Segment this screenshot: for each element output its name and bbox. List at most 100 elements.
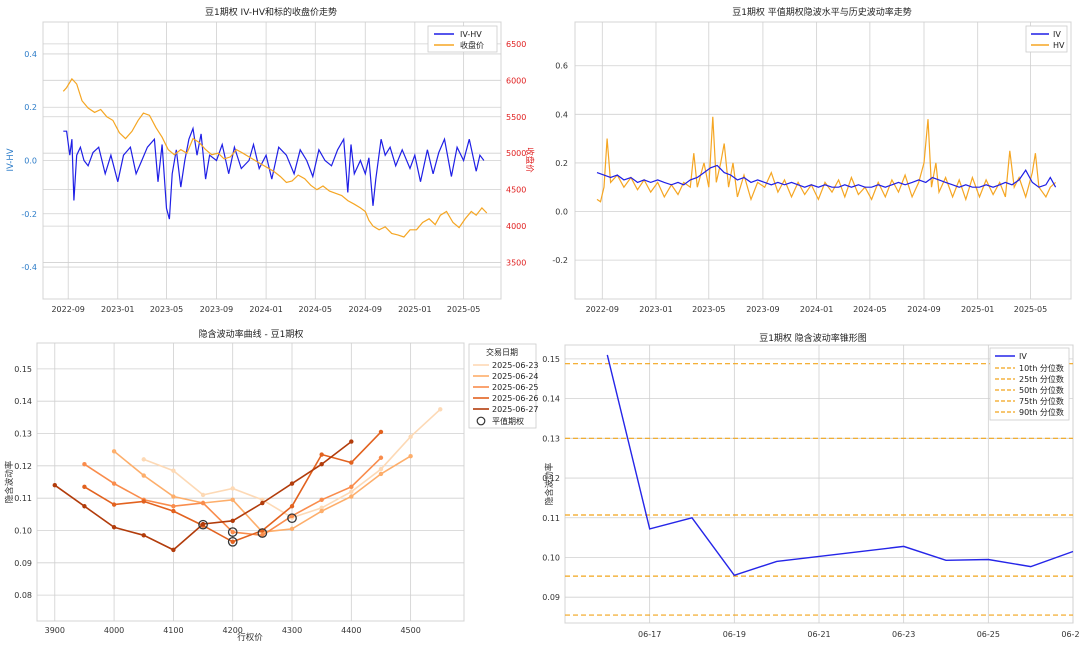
y-tick-label-right: 4500: [506, 186, 526, 195]
x-tick-label: 4500: [400, 626, 420, 635]
smile-point: [200, 500, 206, 506]
legend-label: 75th 分位数: [1019, 396, 1064, 406]
y-axis-label-right: 收盘价: [524, 147, 535, 173]
smile-point: [319, 462, 324, 467]
legend-label: HV: [1053, 41, 1065, 50]
smile-point: [200, 521, 206, 527]
series-line-iv-hv: [63, 126, 485, 220]
y-tick-label: 0.0: [555, 208, 568, 217]
legend-label: 2025-06-24: [492, 372, 539, 381]
smile-point: [289, 526, 295, 532]
smile-point: [438, 407, 443, 412]
smile-point: [378, 455, 384, 460]
y-tick-label: 0.15: [14, 365, 32, 374]
y-tick-label-left: 0.2: [24, 103, 37, 112]
smile-point: [230, 539, 235, 545]
iv-hv-close-price-chart: 豆1期权 IV-HV和标的收盘价走势 2022-09 2023-01 2023-05…: [6, 6, 535, 314]
smile-point: [260, 500, 265, 506]
y-axis-label: 隐含波动率: [544, 462, 555, 505]
smile-point: [349, 494, 354, 499]
x-tick-label: 2023-09: [200, 305, 233, 314]
smile-point: [141, 473, 146, 478]
smile-point: [230, 529, 235, 535]
legend-box: [1025, 25, 1068, 53]
smile-point: [171, 508, 176, 514]
smile-line: [113, 450, 412, 533]
x-tick-label: 06-19: [723, 630, 746, 639]
atm-option-marker: [287, 513, 297, 524]
legend-label: 2025-06-25: [492, 383, 539, 392]
x-tick-label: 4100: [163, 626, 183, 635]
y-tick-label: 0.10: [14, 526, 32, 535]
plot-frame: [574, 21, 1072, 300]
smile-point: [319, 505, 324, 511]
x-tick-label: 2024-09: [349, 305, 382, 314]
smile-point: [378, 471, 384, 477]
y-tick-label-right: 6000: [506, 76, 526, 85]
iv-smile-chart: 隐含波动率曲线 - 豆1期权 3900 4000 4100 4200 4300 4400 4…: [4, 328, 539, 643]
x-tick-label: 2024-01: [249, 305, 282, 314]
chart-title: 豆1期权 平值期权隐波水平与历史波动率走势: [732, 6, 912, 18]
x-tick-label: 4300: [282, 626, 302, 635]
legend-label: 2025-06-26: [492, 394, 539, 403]
chart-title: 豆1期权 隐含波动率锥形图: [759, 332, 867, 344]
x-tick-label: 2022-09: [51, 305, 84, 314]
x-tick-label: 4400: [341, 626, 361, 635]
smile-point: [82, 484, 87, 490]
legend-label: 25th 分位数: [1019, 374, 1064, 384]
y-tick-label-left: 0.0: [24, 157, 37, 166]
y-tick-label: 0.11: [14, 494, 32, 503]
y-tick-label: 0.13: [14, 430, 32, 439]
x-tick-label: 2023-01: [639, 305, 672, 314]
y-tick-label: 0.15: [542, 355, 560, 364]
smile-point: [260, 497, 265, 502]
series-line-iv: [596, 164, 1057, 188]
smile-point: [82, 504, 87, 509]
y-axis-label-left: IV-HV: [6, 148, 16, 171]
x-tick-label: 2024-09: [907, 305, 940, 314]
y-tick-label: 0.4: [555, 110, 568, 119]
x-tick-label: 2025-05: [1014, 305, 1047, 314]
y-tick-label: 0.13: [542, 434, 560, 443]
chart-title: 隐含波动率曲线 - 豆1期权: [199, 328, 304, 340]
smile-point: [111, 525, 117, 530]
smile-point: [408, 453, 413, 459]
y-tick-label-left: -0.2: [21, 210, 37, 219]
series-line-close-price: [62, 77, 488, 238]
x-tick-label: 4000: [104, 626, 124, 635]
smile-point: [349, 460, 354, 465]
plot-frame: [36, 342, 465, 622]
x-tick-label: 06-21: [807, 630, 830, 639]
y-tick-label-right: 5000: [506, 149, 526, 158]
legend-label: 2025-06-27: [492, 405, 539, 414]
atm-iv-hv-trend-chart: 豆1期权 平值期权隐波水平与历史波动率走势 2022-09 2023-01 2023…: [552, 6, 1072, 314]
smile-point: [349, 489, 354, 494]
y-tick-label-right: 6500: [506, 40, 526, 49]
x-tick-label: 2025-05: [447, 305, 480, 314]
x-tick-label: 2025-01: [961, 305, 994, 314]
legend-label: 收盘价: [460, 40, 484, 50]
atm-option-marker: [227, 527, 238, 537]
smile-point: [260, 533, 265, 538]
legend-label: IV: [1019, 352, 1027, 361]
y-tick-label: 0.09: [14, 559, 32, 568]
y-tick-label-left: -0.4: [21, 263, 37, 272]
smile-point: [349, 484, 354, 490]
atm-option-marker: [227, 536, 238, 547]
x-tick-label: 06-25: [977, 630, 1000, 639]
x-tick-label: 2022-09: [586, 305, 619, 314]
y-tick-label: 0.14: [542, 395, 560, 404]
legend-label: 90th 分位数: [1019, 407, 1064, 417]
smile-point: [289, 504, 295, 509]
smile-point: [52, 483, 57, 488]
atm-option-marker: [257, 528, 268, 538]
y-tick-label: 0.14: [14, 397, 32, 406]
y-tick-label-right: 5500: [506, 113, 526, 122]
chart-title: 豆1期权 IV-HV和标的收盘价走势: [205, 6, 337, 18]
smile-point: [319, 452, 324, 457]
smile-point: [289, 513, 295, 519]
smile-point: [289, 481, 295, 486]
smile-point: [171, 468, 176, 473]
y-tick-label-left: 0.4: [24, 50, 37, 59]
x-tick-label: 2023-01: [101, 305, 134, 314]
